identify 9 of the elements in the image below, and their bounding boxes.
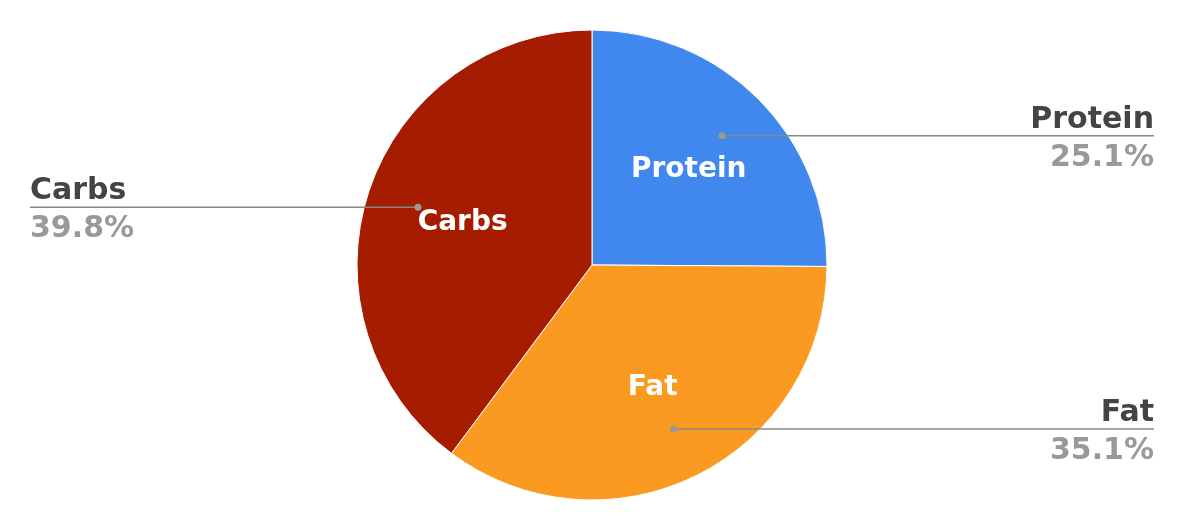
slice-label: Fat — [627, 369, 678, 403]
data-label: 35.1% — [1049, 431, 1154, 467]
data-label: 25.1% — [1049, 137, 1154, 173]
slice-label: Carbs — [30, 171, 127, 207]
slice-label: Protein — [630, 150, 747, 184]
data-label: 39.8% — [30, 209, 135, 245]
slice-label: Fat — [1100, 393, 1154, 429]
slice-label: Carbs — [417, 204, 508, 238]
slice-label: Protein — [1030, 99, 1154, 135]
